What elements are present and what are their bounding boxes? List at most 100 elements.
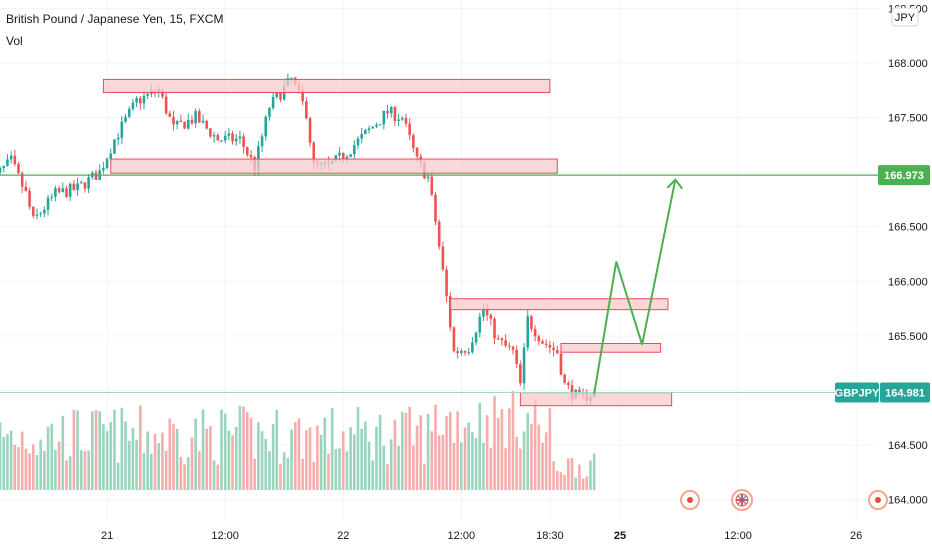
volume-bar — [227, 430, 231, 490]
candle-body — [437, 221, 441, 247]
price-tick-1: 168.000 — [888, 58, 928, 70]
last-price-tag-bg — [880, 382, 930, 403]
time-tick-2: 22 — [337, 530, 349, 542]
candle-body — [220, 140, 223, 142]
candle-body — [24, 186, 28, 191]
volume-bar — [17, 447, 20, 490]
candle-body — [386, 110, 389, 114]
volume-bar — [467, 422, 470, 490]
volume-bar — [293, 422, 297, 490]
candle-body — [17, 164, 20, 174]
volume-bar — [578, 464, 581, 490]
volume-bar — [305, 430, 308, 490]
time-tick-1: 12:00 — [211, 530, 239, 542]
candle-body — [360, 134, 363, 139]
candle-body — [161, 89, 164, 97]
volume-bar — [341, 431, 345, 490]
candle-body — [515, 349, 518, 365]
volume-bar — [20, 431, 24, 490]
event-icons — [680, 489, 888, 511]
volume-bar — [72, 409, 76, 490]
volume-bar — [150, 453, 153, 490]
volume-bar — [400, 412, 404, 490]
volume-bar — [430, 431, 434, 490]
volume-bar — [179, 456, 183, 490]
candle-body — [54, 188, 57, 197]
price-tick-4: 166.500 — [888, 222, 928, 234]
candle-body — [382, 110, 386, 125]
candle-body — [68, 183, 72, 197]
volume-bar — [275, 409, 279, 490]
volume-bar — [61, 415, 65, 490]
volume-bar — [507, 408, 511, 490]
volume-bar — [253, 458, 256, 490]
volume-bar — [31, 444, 35, 490]
volume-bar — [463, 427, 467, 490]
volume-bar — [290, 429, 293, 490]
price-tick-5: 166.000 — [888, 276, 928, 288]
candle-body — [404, 118, 408, 124]
candle-body — [456, 351, 459, 354]
candle-body — [375, 124, 378, 127]
volume-bar — [563, 474, 566, 490]
price-tick-8: 164.500 — [888, 440, 928, 452]
volume-bar — [268, 451, 271, 490]
candle-body — [426, 176, 430, 179]
volume-bar — [198, 451, 201, 490]
volume-bar — [478, 402, 482, 490]
volume-bar — [39, 439, 42, 490]
candle-body — [567, 382, 570, 386]
candle-body — [434, 194, 437, 222]
symbol-tag-label: GBPJPY — [835, 387, 880, 399]
candle-body — [102, 168, 105, 171]
uk-flag-event-icon[interactable] — [731, 489, 753, 511]
symbol-price-tag: GBPJPY 164.981 — [835, 382, 930, 403]
candle-body — [356, 138, 360, 146]
volume-bar — [120, 407, 124, 490]
economic-event-icon-1[interactable] — [680, 490, 700, 510]
volume-bar — [28, 453, 31, 490]
volume-bar — [585, 476, 589, 490]
candle-body — [198, 111, 201, 123]
volume-bar — [404, 412, 408, 490]
volume-bar — [131, 427, 135, 490]
candle-body — [493, 318, 496, 339]
volume-bar — [485, 415, 489, 490]
volume-bar — [205, 428, 209, 490]
volume-bar — [142, 453, 146, 490]
candle-body — [400, 118, 404, 120]
candle-body — [172, 116, 175, 125]
volume-bar — [271, 424, 275, 490]
volume-bar — [257, 422, 260, 490]
candle-body — [341, 152, 345, 160]
candle-body — [146, 93, 149, 96]
candle-body — [349, 154, 352, 157]
candle-body — [39, 213, 42, 215]
volume-bar — [555, 471, 559, 490]
zone-3 — [560, 342, 662, 353]
candle-body — [519, 364, 522, 384]
candle-body — [367, 128, 371, 130]
economic-event-icon-2[interactable] — [868, 490, 888, 510]
candle-body — [578, 389, 581, 393]
volume-bar — [419, 415, 423, 490]
candle-body — [504, 340, 507, 346]
price-axis-bg — [878, 0, 932, 550]
volume-bar — [190, 437, 194, 490]
volume-bar — [471, 431, 474, 490]
volume-bar — [434, 404, 437, 490]
candle-body — [460, 350, 463, 354]
supply-demand-zones — [102, 78, 673, 407]
time-axis-labels: 21 12:00 22 12:00 18:30 25 12:00 26 — [101, 530, 862, 542]
candle-body — [105, 158, 109, 169]
volume-bar — [91, 411, 94, 490]
currency-badge[interactable]: JPY — [891, 7, 919, 27]
candle-body — [389, 107, 393, 114]
candle-body — [489, 315, 493, 319]
volume-bar — [559, 472, 563, 490]
volume-bar — [83, 451, 87, 490]
volume-bar — [6, 434, 9, 490]
candle-body — [482, 308, 485, 317]
candle-body — [138, 98, 142, 104]
